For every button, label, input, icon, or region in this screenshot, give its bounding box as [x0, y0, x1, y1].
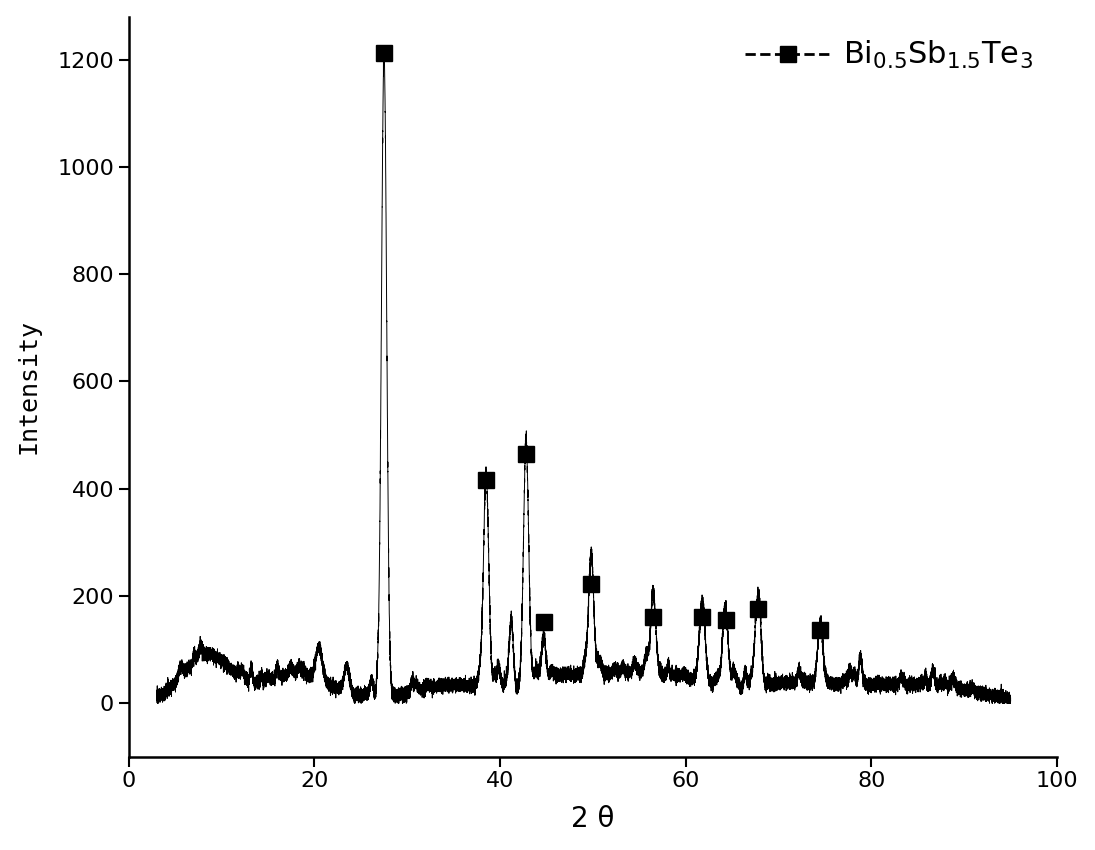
X-axis label: 2 θ: 2 θ	[572, 805, 614, 833]
Legend: Bi$_{0.5}$Sb$_{1.5}$Te$_{3}$: Bi$_{0.5}$Sb$_{1.5}$Te$_{3}$	[745, 39, 1033, 71]
Y-axis label: Intensity: Intensity	[16, 320, 41, 454]
